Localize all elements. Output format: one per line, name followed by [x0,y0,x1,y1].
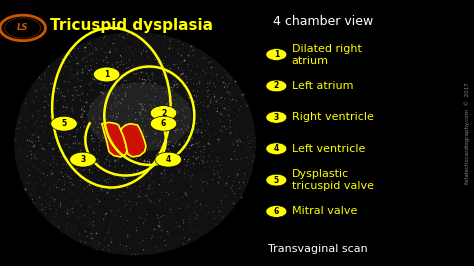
Text: Tricuspid dysplasia: Tricuspid dysplasia [50,18,213,33]
Text: Mitral valve: Mitral valve [292,206,357,217]
Circle shape [266,49,287,60]
Text: LS: LS [17,23,28,32]
Circle shape [150,106,177,120]
Text: Transvaginal scan: Transvaginal scan [268,244,367,254]
Polygon shape [108,146,146,157]
Text: 6: 6 [273,207,279,216]
Circle shape [93,67,120,82]
Ellipse shape [14,32,256,255]
Circle shape [155,152,182,167]
Polygon shape [121,124,146,157]
Text: 2: 2 [161,109,166,118]
Circle shape [266,80,287,92]
Text: 4: 4 [165,155,171,164]
Text: Dysplastic
tricuspid valve: Dysplastic tricuspid valve [292,169,374,191]
Text: Right ventricle: Right ventricle [292,112,374,122]
Text: 3: 3 [80,155,86,164]
Polygon shape [102,122,127,157]
Text: 4: 4 [273,144,279,153]
Text: 3: 3 [273,113,279,122]
Circle shape [266,206,287,217]
Circle shape [150,116,177,131]
Text: 4 chamber view: 4 chamber view [273,15,373,28]
Circle shape [266,143,287,155]
Text: 2: 2 [273,81,279,90]
Text: Dilated right
atrium: Dilated right atrium [292,44,361,65]
Ellipse shape [88,82,192,152]
Text: fetalechocardiography.com  ©  2017: fetalechocardiography.com © 2017 [464,82,470,184]
Text: 6: 6 [161,119,166,128]
Text: Left ventricle: Left ventricle [292,144,365,154]
Circle shape [266,111,287,123]
Circle shape [266,174,287,186]
Circle shape [51,116,77,131]
Circle shape [70,152,96,167]
Text: 5: 5 [62,119,66,128]
Text: 1: 1 [273,50,279,59]
Text: Left atrium: Left atrium [292,81,353,91]
Text: 5: 5 [274,176,279,185]
Text: 1: 1 [104,70,109,79]
